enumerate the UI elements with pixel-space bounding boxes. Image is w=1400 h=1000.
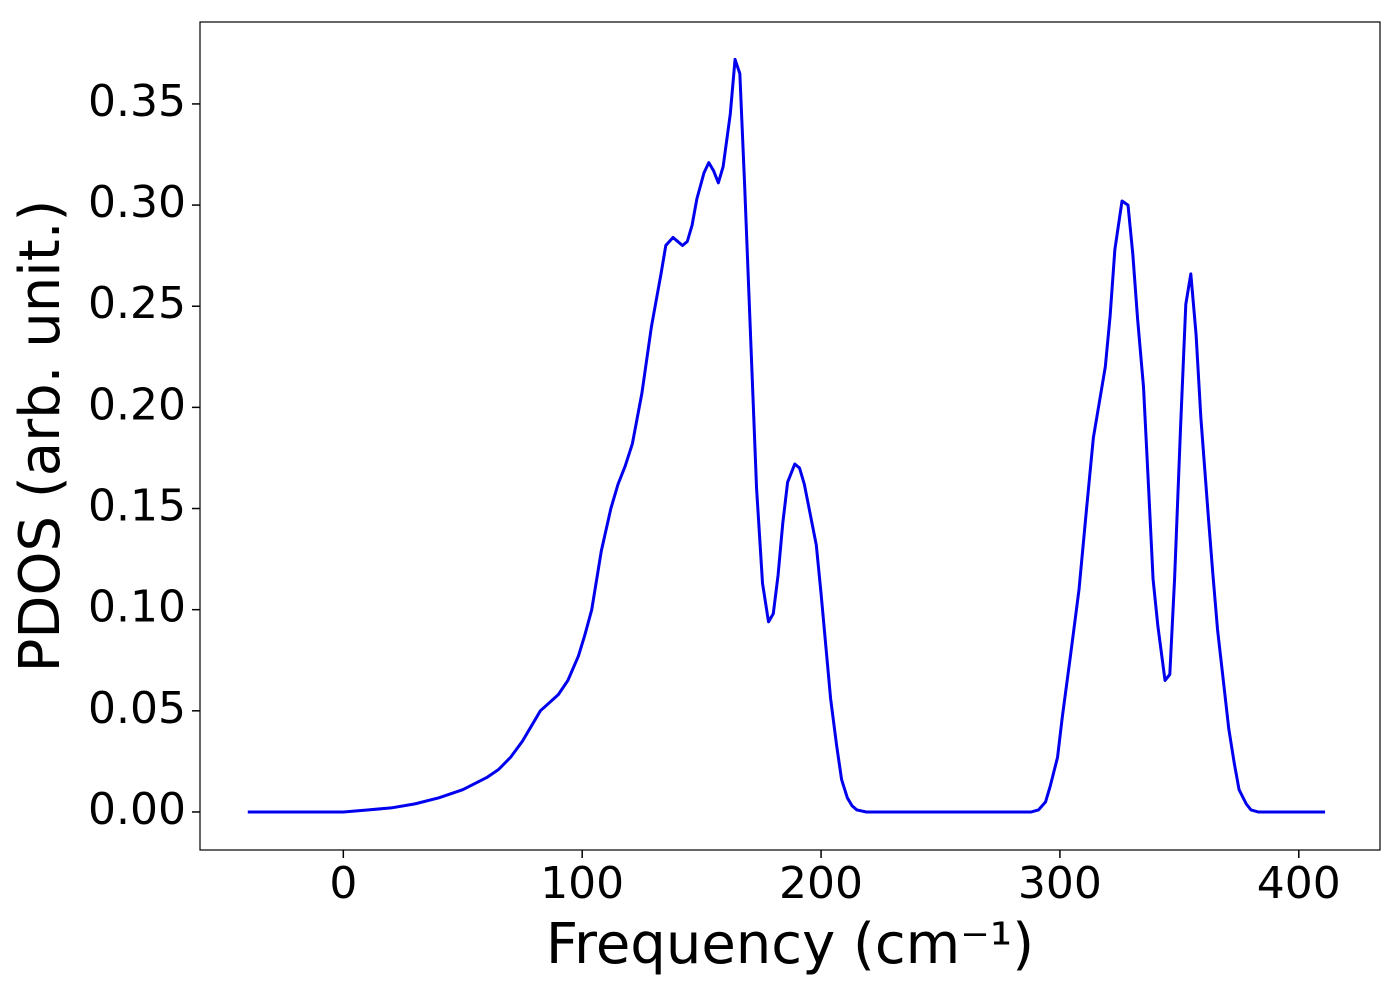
x-tick-label: 200 [779, 858, 863, 909]
y-axis-label: PDOS (arb. unit.) [8, 200, 73, 673]
y-tick-label: 0.15 [88, 481, 186, 532]
x-tick-label: 400 [1257, 858, 1341, 909]
y-tick-label: 0.30 [88, 177, 186, 228]
y-tick-label: 0.35 [88, 76, 186, 127]
y-tick-label: 0.10 [88, 582, 186, 633]
y-tick-label: 0.00 [88, 784, 186, 835]
x-tick-label: 300 [1018, 858, 1102, 909]
x-tick-label: 0 [329, 858, 357, 909]
y-tick-label: 0.05 [88, 683, 186, 734]
plot-frame [199, 21, 1381, 851]
x-axis-label: Frequency (cm⁻¹) [546, 912, 1034, 977]
y-tick-label: 0.25 [88, 278, 186, 329]
pdos-line [247, 57, 1326, 814]
y-tick-label: 0.20 [88, 379, 186, 430]
x-tick-label: 100 [540, 858, 624, 909]
